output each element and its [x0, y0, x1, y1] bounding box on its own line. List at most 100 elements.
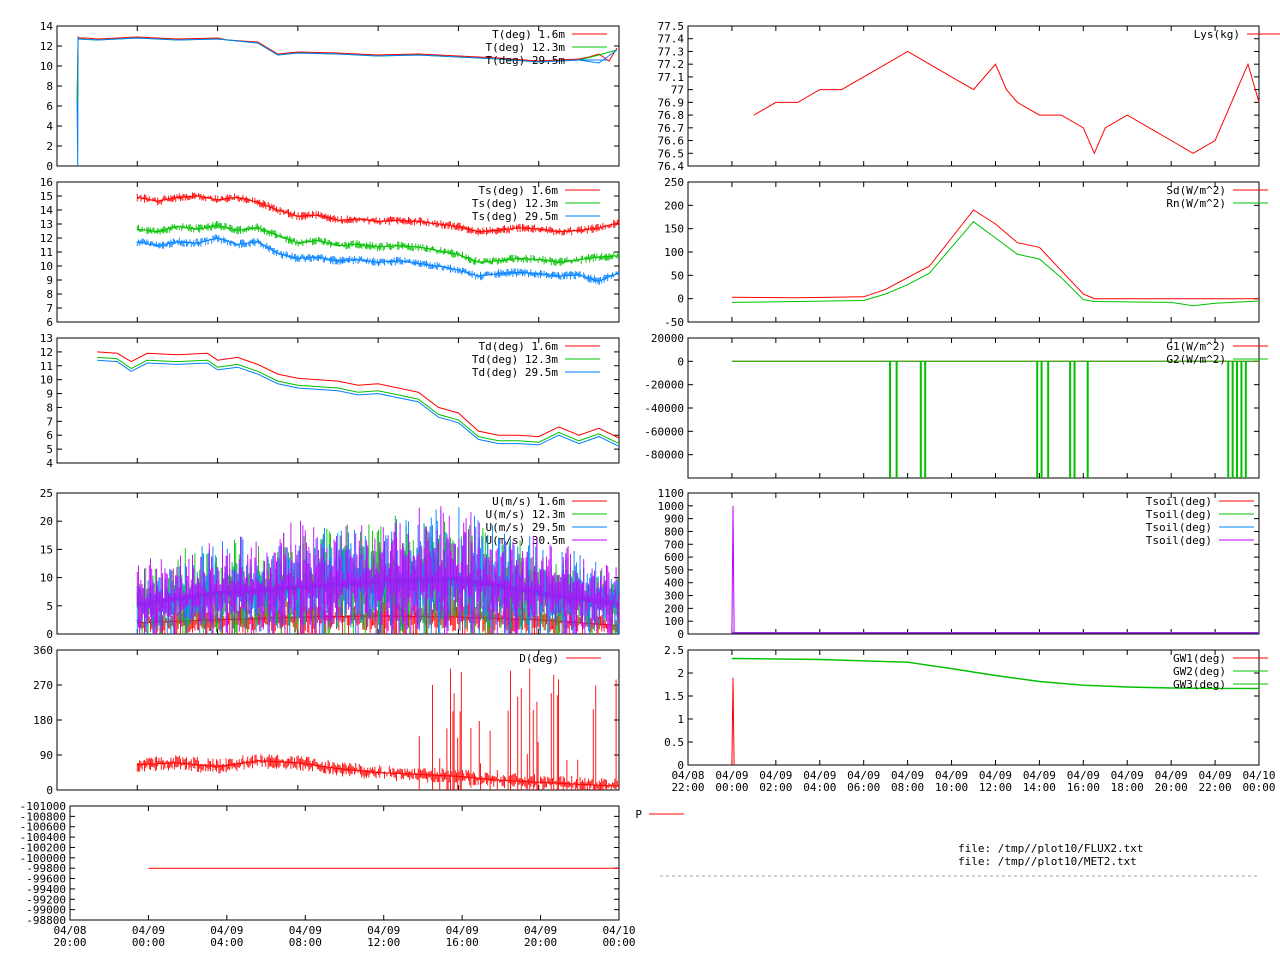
y-tick-label: 10: [40, 260, 53, 273]
y-tick-label: 20: [40, 515, 53, 528]
y-tick-label: 10: [40, 374, 53, 387]
file-label: file: /tmp//plot10/MET2.txt: [958, 855, 1137, 868]
y-tick-label: 0.5: [664, 736, 684, 749]
y-tick-label: 250: [664, 176, 684, 189]
y-tick-label: 300: [664, 590, 684, 603]
x-tick-label: 16:00: [446, 936, 479, 949]
file-list: file: /tmp//plot10/FLUX2.txt file: /tmp/…: [660, 842, 1260, 876]
chart-panel-gw: 2.521.510.5004/0822:0004/0900:0004/0902:…: [664, 644, 1275, 794]
y-tick-label: 10: [40, 572, 53, 585]
chart-panel-press: -101000-100800-100600-100400-100200-1000…: [20, 800, 684, 949]
y-tick-label: 13: [40, 332, 53, 345]
x-tick-label: 18:00: [1111, 781, 1144, 794]
legend-label: U(m/s) 1.6m: [492, 495, 565, 508]
y-tick-label: 270: [33, 679, 53, 692]
y-tick-label: 77.3: [658, 45, 685, 58]
y-tick-label: 100: [664, 246, 684, 259]
y-tick-label: 76.8: [658, 109, 685, 122]
y-tick-label: 77.1: [658, 71, 685, 84]
y-tick-label: -80000: [644, 449, 684, 462]
y-tick-label: 200: [664, 602, 684, 615]
y-tick-label: 600: [664, 551, 684, 564]
y-tick-label: 76.9: [658, 96, 685, 109]
chart-panel-lys: 77.577.477.377.277.17776.976.876.776.676…: [658, 20, 1280, 173]
plot-frame: [70, 806, 619, 920]
y-tick-label: 12: [40, 232, 53, 245]
x-tick-label: 04:00: [803, 781, 836, 794]
legend-label: Ts(deg) 1.6m: [479, 184, 559, 197]
y-tick-label: 6: [46, 429, 53, 442]
y-tick-label: 13: [40, 218, 53, 231]
y-tick-label: 0: [677, 355, 684, 368]
y-tick-label: 100: [664, 615, 684, 628]
chart-panel-temp: 14 12 10 8 6 4 2 0 T(deg) 1.6mT(deg) 12.3mT(deg)…: [40, 20, 619, 173]
chart-panel-wind: 2520151050U(m/s) 1.6mU(m/s) 12.3mU(m/s) …: [40, 487, 619, 641]
y-tick-label: 2: [46, 140, 53, 153]
y-tick-label: 700: [664, 538, 684, 551]
x-tick-label: 20:00: [524, 936, 557, 949]
legend-label: G2(W/m^2): [1166, 353, 1226, 366]
x-tick-label: 00:00: [602, 936, 635, 949]
y-tick-label: 77.2: [658, 58, 685, 71]
x-tick-label: 00:00: [715, 781, 748, 794]
y-tick-label: 1.5: [664, 690, 684, 703]
y-tick-label: 5: [46, 443, 53, 456]
x-tick-label: 12:00: [979, 781, 1012, 794]
y-tick-label: 180: [33, 714, 53, 727]
y-tick-label: 0: [46, 628, 53, 641]
y-tick-label: 12: [40, 40, 53, 53]
legend-label: T(deg) 12.3m: [486, 41, 566, 54]
y-tick-label: 0: [46, 784, 53, 797]
legend-label: Tsoil(deg): [1146, 495, 1212, 508]
legend-label: T(deg) 29.5m: [486, 54, 566, 67]
x-tick-label: 04:00: [210, 936, 243, 949]
y-tick-label: 9: [46, 388, 53, 401]
y-tick-label: 8: [46, 288, 53, 301]
x-tick-label: 22:00: [671, 781, 704, 794]
x-tick-label: 08:00: [289, 936, 322, 949]
x-tick-label: 20:00: [1155, 781, 1188, 794]
y-tick-label: 11: [40, 246, 53, 259]
y-tick-label: 16: [40, 176, 53, 189]
y-tick-label: 90: [40, 749, 53, 762]
legend-label: Ts(deg) 29.5m: [472, 210, 558, 223]
y-tick-label: 11: [40, 360, 53, 373]
y-tick-label: 77.5: [658, 20, 685, 33]
x-tick-label: 12:00: [367, 936, 400, 949]
y-tick-label: 0: [677, 628, 684, 641]
x-tick-label: 16:00: [1067, 781, 1100, 794]
y-tick-label: 1000: [658, 500, 685, 513]
legend-label: U(m/s) 12.3m: [486, 508, 566, 521]
x-tick-label: 22:00: [1199, 781, 1232, 794]
y-tick-label: 14: [40, 20, 54, 33]
chart-panel-gflux: 200000-20000-40000-60000-80000G1(W/m^2)G…: [644, 332, 1268, 478]
legend-label: GW3(deg): [1173, 678, 1226, 691]
legend-label: Rn(W/m^2): [1166, 197, 1226, 210]
legend-label: Lys(kg): [1194, 28, 1240, 41]
series-line-gw-0: [732, 678, 734, 765]
file-label: file: /tmp//plot10/FLUX2.txt: [958, 842, 1143, 855]
y-tick-label: 76.5: [658, 147, 685, 160]
plot-frame: [688, 26, 1259, 166]
y-tick-label: 5: [46, 600, 53, 613]
y-tick-label: 10: [40, 60, 53, 73]
chart-panel-dir: 360 270 180 90 0 D(deg): [33, 644, 619, 797]
y-tick-label: 6: [46, 100, 53, 113]
y-tick-label: 7: [46, 302, 53, 315]
x-tick-label: 02:00: [759, 781, 792, 794]
legend-label: D(deg): [519, 652, 559, 665]
x-tick-label: 10:00: [935, 781, 968, 794]
legend-label: T(deg) 1.6m: [492, 28, 565, 41]
y-tick-label: 800: [664, 525, 684, 538]
y-tick-label: 7: [46, 415, 53, 428]
y-tick-label: 8: [46, 80, 53, 93]
y-tick-label: -40000: [644, 402, 684, 415]
y-tick-label: 1: [677, 713, 684, 726]
y-tick-label: 6: [46, 316, 53, 329]
y-tick-label: 1100: [658, 487, 685, 500]
y-tick-label: 77: [671, 84, 684, 97]
y-tick-label: 500: [664, 564, 684, 577]
chart-panel-tsurf: 161514131211109876 Ts(deg) 1.6mTs(deg) 12…: [40, 176, 619, 329]
series-line-rad-0: [732, 210, 1259, 299]
y-tick-label: 76.4: [658, 160, 685, 173]
